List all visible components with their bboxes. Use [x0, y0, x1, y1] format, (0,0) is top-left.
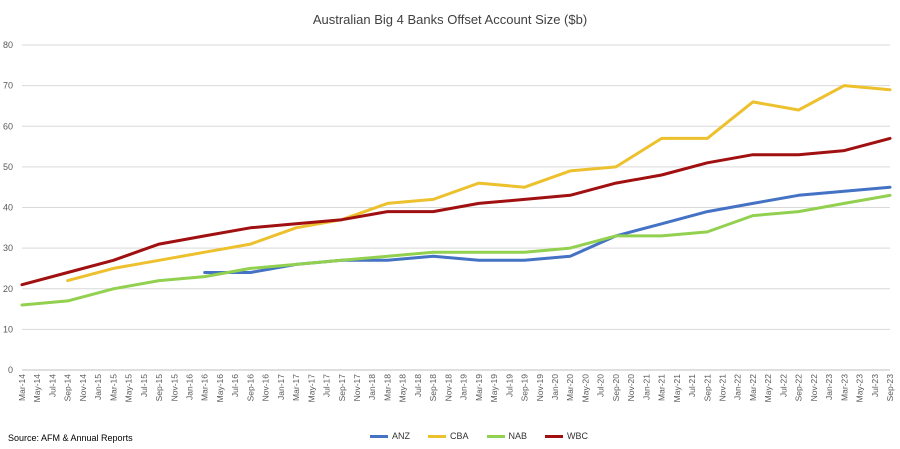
- y-tick-label: 50: [3, 162, 13, 172]
- x-tick-label: Jan-18: [367, 374, 377, 400]
- x-tick-label: Mar-23: [839, 374, 849, 401]
- x-tick-label: Sep-23: [885, 374, 895, 402]
- x-tick-label: Mar-18: [382, 374, 392, 401]
- x-tick-label: Jan-19: [459, 374, 469, 400]
- series-line-wbc: [20, 136, 892, 287]
- legend-item-anz: ANZ: [370, 431, 410, 441]
- x-tick-label: Jan-23: [824, 374, 834, 400]
- legend-label: CBA: [450, 431, 469, 441]
- x-tick-label: Sep-15: [154, 374, 164, 402]
- x-tick-label: Sep-20: [611, 374, 621, 402]
- x-tick-label: Mar-17: [291, 374, 301, 401]
- x-tick-label: May-17: [306, 374, 316, 403]
- x-tick-label: Nov-15: [169, 374, 179, 402]
- x-tick-label: Sep-17: [337, 374, 347, 402]
- x-tick-label: Mar-14: [17, 374, 27, 401]
- x-tick-label: Jan-15: [93, 374, 103, 400]
- x-tick-label: Jul-22: [778, 374, 788, 397]
- x-tick-label: May-23: [855, 374, 865, 403]
- x-tick-label: Mar-21: [657, 374, 667, 401]
- x-tick-label: Nov-16: [261, 374, 271, 402]
- x-tick-label: May-20: [580, 374, 590, 403]
- x-tick-label: Jan-20: [550, 374, 560, 400]
- chart-title: Australian Big 4 Banks Offset Account Si…: [313, 12, 587, 27]
- legend-item-wbc: WBC: [545, 431, 588, 441]
- x-tick-label: May-19: [489, 374, 499, 403]
- x-tick-label: Mar-19: [474, 374, 484, 401]
- source-note: Source: AFM & Annual Reports: [8, 433, 133, 443]
- x-tick-label: Nov-22: [809, 374, 819, 402]
- x-tick-label: Sep-19: [520, 374, 530, 402]
- x-tick-label: Jan-22: [733, 374, 743, 400]
- legend-swatch: [545, 434, 564, 438]
- x-tick-label: Jul-21: [687, 374, 697, 397]
- x-tick-label: Mar-16: [200, 374, 210, 401]
- x-tick-label: Jan-16: [185, 374, 195, 400]
- legend-item-cba: CBA: [428, 431, 469, 441]
- legend-swatch: [486, 434, 505, 438]
- x-tick-label: Jul-23: [870, 374, 880, 397]
- y-tick-label: 20: [3, 284, 13, 294]
- legend-label: WBC: [567, 431, 589, 441]
- x-tick-label: Nov-19: [535, 374, 545, 402]
- series-line-anz: [203, 185, 892, 274]
- x-tick-label: Jul-15: [139, 374, 149, 397]
- x-tick-label: Jan-17: [276, 374, 286, 400]
- x-tick-label: Nov-17: [352, 374, 362, 402]
- x-tick-label: Sep-14: [63, 374, 73, 402]
- x-tick-label: Nov-20: [626, 374, 636, 402]
- series-line-nab: [20, 193, 892, 307]
- x-tick-label: May-18: [398, 374, 408, 403]
- x-tick-label: Sep-18: [428, 374, 438, 402]
- x-tick-label: Mar-15: [108, 374, 118, 401]
- series-line-cba: [66, 84, 892, 283]
- x-tick-label: Jan-21: [641, 374, 651, 400]
- x-tick-label: Jul-16: [230, 374, 240, 397]
- x-tick-label: May-21: [672, 374, 682, 403]
- x-tick-label: May-16: [215, 374, 225, 403]
- x-tick-label: Nov-14: [78, 374, 88, 402]
- legend-swatch: [428, 434, 446, 438]
- series-lines: [20, 84, 892, 307]
- y-tick-label: 10: [3, 324, 13, 334]
- y-tick-label: 40: [3, 203, 13, 213]
- x-tick-label: Nov-21: [717, 374, 727, 402]
- x-tick-label: Sep-16: [245, 374, 255, 402]
- y-tick-label: 30: [3, 243, 13, 253]
- x-tick-label: May-22: [763, 374, 773, 403]
- legend: ANZ CBA NAB WBC: [370, 431, 588, 441]
- x-tick-label: May-15: [124, 374, 134, 403]
- x-tick-label: Jul-20: [596, 374, 606, 397]
- x-axis: Mar-14 May-14 Jul-14 Sep-14 Nov-14 Jan-15 Mar-…: [17, 374, 895, 403]
- x-tick-label: Jul-17: [322, 374, 332, 397]
- legend-swatch: [370, 434, 388, 438]
- y-tick-label: 60: [3, 121, 13, 131]
- legend-label: NAB: [508, 431, 528, 441]
- x-tick-label: Sep-21: [702, 374, 712, 402]
- x-tick-label: Jul-14: [47, 374, 57, 397]
- y-tick-label: 70: [3, 81, 13, 91]
- x-tick-label: Sep-22: [794, 374, 804, 402]
- x-tick-label: Mar-20: [565, 374, 575, 401]
- y-tick-label: 0: [8, 365, 13, 375]
- legend-label: ANZ: [392, 431, 410, 441]
- legend-item-nab: NAB: [486, 431, 528, 441]
- x-tick-label: Mar-22: [748, 374, 758, 401]
- x-tick-label: Jul-18: [413, 374, 423, 397]
- x-tick-label: Jul-19: [504, 374, 514, 397]
- y-axis: 0 10 20 30 40 50 60 70 80: [3, 40, 13, 375]
- x-tick-label: Nov-18: [443, 374, 453, 402]
- y-tick-label: 80: [3, 40, 13, 50]
- x-tick-label: May-14: [32, 374, 42, 403]
